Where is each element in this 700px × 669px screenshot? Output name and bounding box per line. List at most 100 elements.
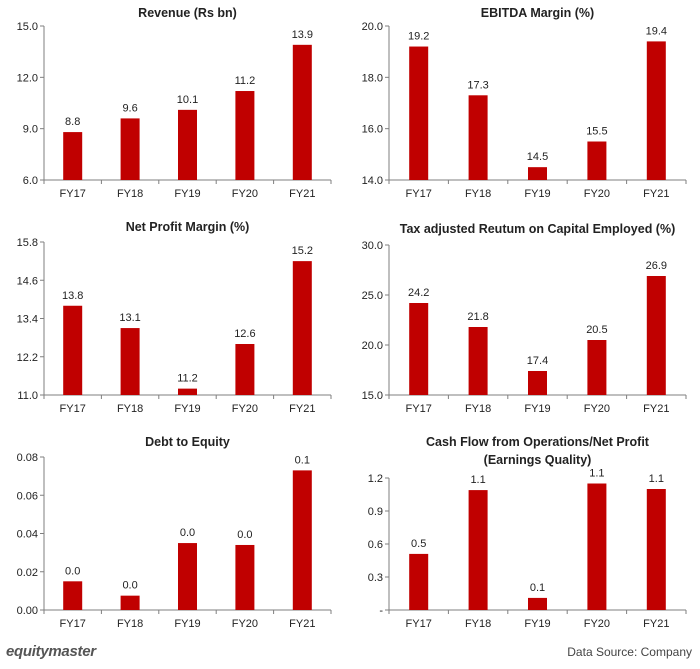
x-tick-label: FY19 xyxy=(524,188,550,200)
x-tick-label: FY20 xyxy=(584,403,610,415)
x-tick-label: FY21 xyxy=(289,403,315,415)
y-tick-label: 0.02 xyxy=(17,567,38,579)
y-tick-label: 25.0 xyxy=(362,290,383,302)
y-tick-label: 0.9 xyxy=(368,506,383,518)
x-tick-label: FY18 xyxy=(117,188,143,200)
data-label: 13.1 xyxy=(119,312,140,324)
bar xyxy=(468,95,488,180)
bar xyxy=(646,41,666,181)
data-label: 0.5 xyxy=(411,538,426,550)
y-tick-label: 9.0 xyxy=(23,124,38,136)
y-tick-label: 13.4 xyxy=(17,314,38,326)
data-label: 17.3 xyxy=(467,79,488,91)
data-label: 1.1 xyxy=(470,474,485,486)
x-tick-label: FY21 xyxy=(643,188,669,200)
chart-title: Net Profit Margin (%) xyxy=(126,220,250,234)
data-label: 9.6 xyxy=(122,102,137,114)
y-tick-label: 12.0 xyxy=(17,72,38,84)
y-tick-label: 6.0 xyxy=(23,175,38,187)
data-source-note: Data Source: Company xyxy=(567,645,692,659)
y-tick-label: 11.0 xyxy=(17,390,38,402)
data-label: 11.2 xyxy=(177,373,198,385)
data-label: 0.1 xyxy=(530,582,545,594)
bar xyxy=(63,581,83,610)
data-label: 17.4 xyxy=(527,355,548,367)
x-tick-label: FY20 xyxy=(232,188,258,200)
x-tick-label: FY18 xyxy=(117,403,143,415)
bar xyxy=(468,490,488,610)
data-label: 20.5 xyxy=(586,324,607,336)
x-tick-label: FY17 xyxy=(60,403,86,415)
data-label: 0.0 xyxy=(65,565,80,577)
bar xyxy=(528,167,547,180)
data-label: 26.9 xyxy=(646,260,667,272)
bar xyxy=(292,44,312,181)
y-tick-label: 0.6 xyxy=(368,539,383,551)
x-tick-label: FY19 xyxy=(524,403,550,415)
y-tick-label: 15.0 xyxy=(17,21,38,33)
y-tick-label: 20.0 xyxy=(362,21,383,33)
bar xyxy=(235,91,255,180)
x-tick-label: FY20 xyxy=(584,618,610,630)
x-tick-label: FY17 xyxy=(60,188,86,200)
chart-title: EBITDA Margin (%) xyxy=(481,6,594,20)
data-label: 0.0 xyxy=(180,527,195,539)
y-tick-label: 0.06 xyxy=(17,490,38,502)
bar xyxy=(292,470,312,610)
y-tick-label: 16.0 xyxy=(362,124,383,136)
data-label: 8.8 xyxy=(65,116,80,128)
y-tick-label: 14.6 xyxy=(17,275,38,287)
data-label: 1.1 xyxy=(649,473,664,485)
bar xyxy=(468,327,488,395)
bar xyxy=(409,553,429,610)
data-label: 19.4 xyxy=(646,25,667,37)
bar xyxy=(235,344,255,395)
y-tick-label: 30.0 xyxy=(362,240,383,252)
x-tick-label: FY21 xyxy=(289,618,315,630)
bar xyxy=(646,276,666,395)
x-tick-label: FY21 xyxy=(643,618,669,630)
x-tick-label: FY19 xyxy=(524,618,550,630)
bar xyxy=(292,261,312,395)
bar xyxy=(528,597,547,610)
y-tick-label: 18.0 xyxy=(362,72,383,84)
x-tick-label: FY18 xyxy=(465,403,491,415)
bar xyxy=(587,141,607,180)
x-tick-label: FY20 xyxy=(232,618,258,630)
bar xyxy=(178,109,197,180)
x-tick-label: FY21 xyxy=(289,188,315,200)
y-tick-label: 14.0 xyxy=(362,175,383,187)
bar xyxy=(587,340,607,395)
x-tick-label: FY17 xyxy=(60,618,86,630)
x-tick-label: FY21 xyxy=(643,403,669,415)
x-tick-label: FY18 xyxy=(465,188,491,200)
data-label: 0.0 xyxy=(237,529,252,541)
y-tick-label: 15.0 xyxy=(362,390,383,402)
y-tick-label: 1.2 xyxy=(368,473,383,485)
x-tick-label: FY19 xyxy=(174,403,200,415)
bar xyxy=(178,388,197,395)
bar xyxy=(528,371,547,395)
bar xyxy=(409,46,429,181)
data-label: 1.1 xyxy=(589,468,604,480)
y-tick-label: 20.0 xyxy=(362,340,383,352)
data-label: 21.8 xyxy=(467,311,488,323)
equitymaster-logo: equitymaster xyxy=(6,643,96,660)
data-label: 13.8 xyxy=(62,290,83,302)
x-tick-label: FY20 xyxy=(584,188,610,200)
bar xyxy=(587,483,607,610)
y-tick-label: 12.2 xyxy=(17,352,38,364)
x-tick-label: FY19 xyxy=(174,188,200,200)
x-tick-label: FY17 xyxy=(406,618,432,630)
bar xyxy=(63,305,83,395)
data-label: 11.2 xyxy=(235,75,256,87)
chart-title: Debt to Equity xyxy=(145,435,230,449)
x-tick-label: FY19 xyxy=(174,618,200,630)
bar xyxy=(409,303,429,395)
chart-title: Revenue (Rs bn) xyxy=(138,6,237,20)
data-label: 10.1 xyxy=(177,94,198,106)
x-tick-label: FY18 xyxy=(465,618,491,630)
y-tick-label: - xyxy=(379,605,383,617)
data-label: 0.0 xyxy=(122,580,137,592)
y-tick-label: 0.3 xyxy=(368,572,383,584)
